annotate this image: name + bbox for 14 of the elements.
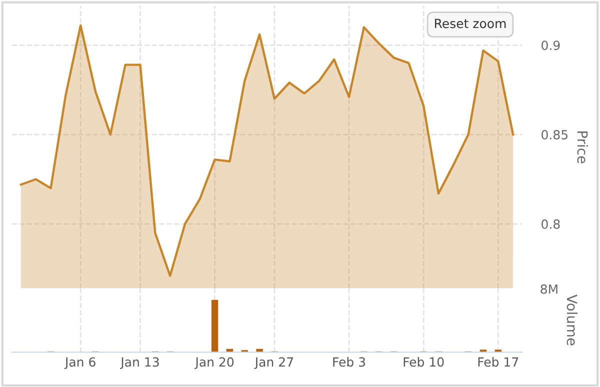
x-tick-label: Jan 13	[120, 357, 159, 370]
y-tick-label: 0.8	[542, 219, 560, 229]
annotation: Reset zoom	[435, 18, 506, 28]
y-axis-title: Volume	[566, 294, 578, 346]
y-tick-label: 0.85	[542, 130, 568, 140]
x-tick-label: Feb 17	[478, 357, 518, 367]
y-axis-title: Price	[577, 131, 588, 164]
x-tick-label: Jan 27	[254, 357, 293, 370]
x-tick-label: Jan 20	[194, 357, 234, 370]
x-tick-label: Feb 3	[333, 357, 366, 367]
text: 8M	[540, 284, 558, 294]
x-tick-label: Feb 10	[404, 357, 444, 367]
x-tick-label: Jan 6	[64, 357, 96, 370]
y-tick-label: 0.9	[542, 40, 560, 50]
